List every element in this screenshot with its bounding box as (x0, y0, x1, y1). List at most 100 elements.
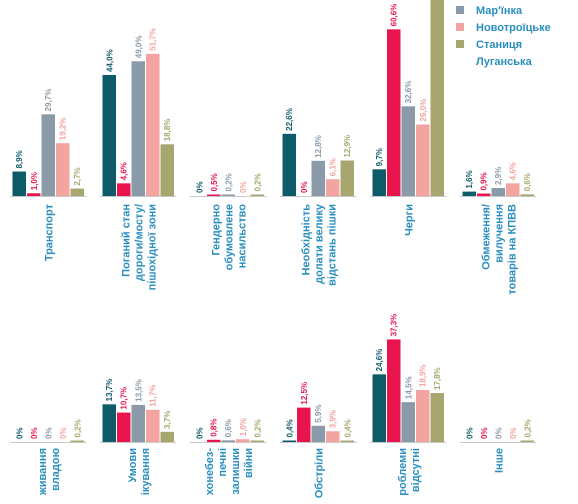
data-label: 1,0% (239, 418, 248, 436)
data-label: 0% (59, 427, 68, 439)
category-label: відсутні (410, 448, 422, 492)
category-label: Транспорт (43, 203, 55, 261)
bar-1-2-4 (250, 440, 264, 442)
data-label: 8,9% (15, 150, 24, 168)
bar-1-1-1 (117, 412, 131, 442)
data-label: 0% (480, 427, 489, 439)
data-label: 17,8% (433, 367, 442, 390)
category-label: вилучення (493, 204, 505, 263)
category-label: владою (50, 448, 62, 491)
bar-0-0-0 (12, 171, 26, 196)
data-label: 0,2% (224, 173, 233, 191)
bar-0-3-3 (326, 179, 340, 196)
bar-0-5-3 (506, 183, 520, 196)
data-label: 11,7% (149, 385, 158, 407)
category-label: роблеми (397, 448, 409, 496)
bar-1-1-4 (160, 431, 174, 442)
data-label: 1,6% (465, 170, 474, 188)
data-label: 26,0% (419, 99, 428, 122)
data-label: 60,6% (390, 4, 399, 27)
bar-0-3-2 (311, 160, 325, 196)
data-label: 14,5% (404, 376, 413, 399)
data-label: 4,6% (509, 162, 518, 180)
bar-0-4-1 (387, 29, 401, 196)
data-label: 0% (195, 181, 204, 193)
category-label: Необхідність (300, 204, 312, 276)
category-label: пішохідної зони (146, 204, 158, 290)
legend-entry: Станиця (476, 39, 522, 51)
data-label: 12,8% (314, 135, 323, 158)
category-label: хонебез- (204, 448, 216, 496)
category-label: ікування (140, 448, 152, 495)
bar-0-5-0 (462, 191, 476, 196)
data-label: 3,7% (163, 411, 172, 429)
category-label: долати велику (313, 203, 325, 284)
data-label: 0% (300, 181, 309, 193)
category-label: Обстріли (313, 448, 325, 498)
bar-1-1-0 (102, 404, 116, 442)
bar-1-4-1 (387, 339, 401, 442)
data-label: 9,7% (375, 148, 384, 166)
data-label: 0,2% (73, 419, 82, 437)
bar-0-4-3 (416, 124, 430, 196)
data-label: 0,8% (210, 419, 219, 437)
category-label: насильство (236, 204, 248, 269)
data-label: 0% (30, 427, 39, 439)
bar-0-5-2 (491, 188, 505, 196)
category-label: Поганий стан (120, 204, 132, 277)
data-label: 0,9% (480, 172, 489, 190)
legend-entry: Луганська (476, 56, 533, 68)
data-label: 6,1% (329, 158, 338, 176)
category-label: живання (37, 448, 49, 496)
data-label: 10,7% (120, 387, 129, 410)
bar-1-1-2 (131, 404, 145, 442)
data-label: 18,9% (419, 364, 428, 387)
data-label: 2,7% (73, 167, 82, 185)
data-label: 18,8% (163, 119, 172, 142)
bar-0-0-3 (56, 143, 70, 196)
category-label: товарів на КПВВ (506, 204, 518, 295)
category-label: Інше (493, 448, 505, 473)
data-label: 1,0% (30, 172, 39, 190)
data-label: 0% (44, 427, 53, 439)
data-label: 13,5% (134, 379, 143, 402)
category-label: обумовлене (223, 204, 235, 270)
data-label: 0,2% (253, 173, 262, 191)
data-label: 29,7% (44, 89, 53, 112)
bar-1-3-3 (326, 431, 340, 442)
bar-1-3-2 (311, 425, 325, 442)
data-label: 12,5% (300, 382, 309, 405)
data-label: 0,2% (523, 419, 532, 437)
data-label: 24,6% (375, 349, 384, 372)
data-label: 49,0% (134, 36, 143, 59)
bar-0-0-4 (70, 188, 84, 196)
bar-0-1-2 (131, 61, 145, 196)
bar-1-2-2 (221, 440, 235, 442)
category-label: Обмеження/ (480, 204, 492, 270)
bar-0-1-0 (102, 75, 116, 196)
bar-1-3-4 (340, 440, 354, 442)
bar-0-4-0 (372, 169, 386, 196)
data-label: 22,6% (285, 108, 294, 131)
legend-swatch (456, 6, 464, 14)
bar-0-2-4 (250, 194, 264, 196)
data-label: 5,9% (314, 405, 323, 423)
bar-0-5-4 (520, 194, 534, 196)
legend-entry: Мар'їнка (476, 5, 523, 17)
category-label: залишки (230, 448, 242, 495)
data-label: 0% (195, 427, 204, 439)
bar-1-4-2 (401, 402, 415, 442)
data-label: 0% (465, 427, 474, 439)
category-label: війни (243, 448, 255, 478)
category-label: Умови (127, 448, 139, 483)
category-label: Черги (403, 204, 415, 236)
data-label: 4,6% (120, 162, 129, 180)
data-label: 0% (494, 427, 503, 439)
bar-0-0-1 (27, 193, 41, 196)
bar-1-5-4 (520, 440, 534, 442)
category-label: Гендерно (210, 204, 222, 256)
data-label: 0% (509, 427, 518, 439)
data-label: 0,5% (210, 173, 219, 191)
legend-entry: Новотроїцьке (476, 22, 551, 34)
